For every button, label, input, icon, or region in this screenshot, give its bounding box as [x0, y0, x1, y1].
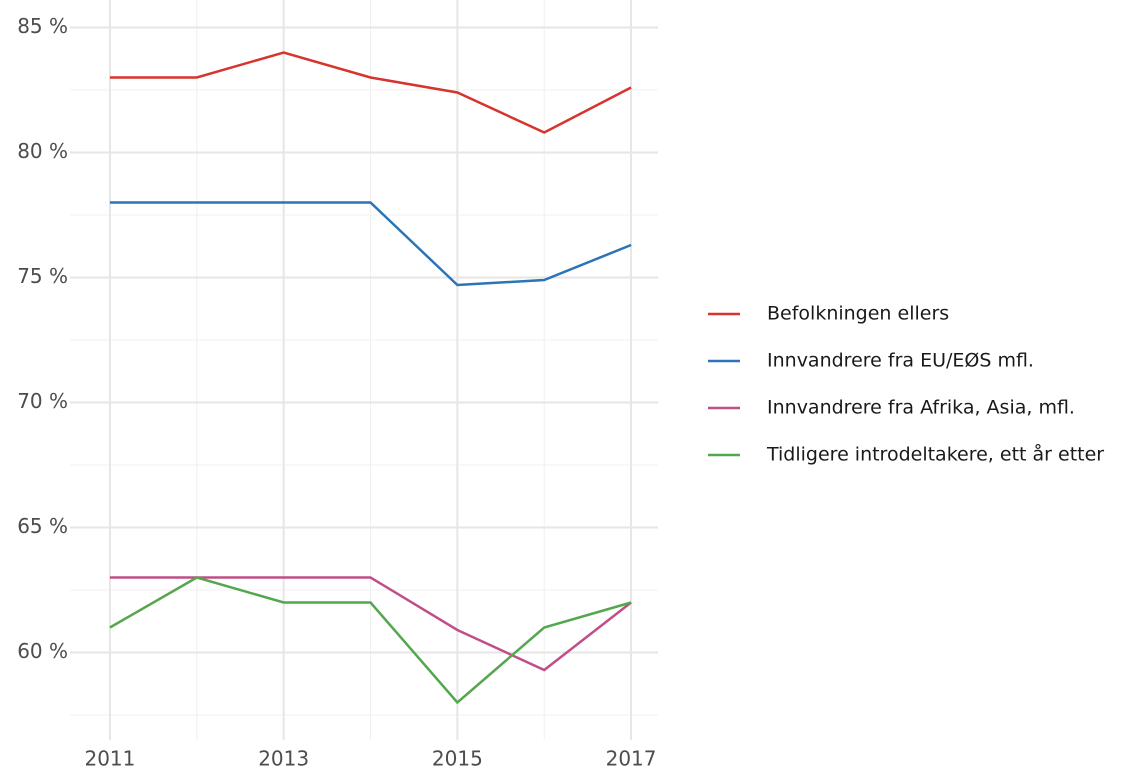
- y-tick-label: 70 %: [17, 389, 68, 413]
- x-tick-label: 2015: [432, 747, 483, 769]
- series-line: [109, 201, 632, 287]
- series-line: [109, 51, 632, 134]
- y-tick-label: 60 %: [17, 639, 68, 663]
- y-tick-label: 65 %: [17, 514, 68, 538]
- x-tick-label: 2013: [258, 747, 309, 769]
- series-line: [109, 576, 632, 705]
- x-tick-label: 2017: [606, 747, 657, 769]
- legend-label: Befolkningen ellers: [767, 303, 949, 325]
- x-tick-label: 2011: [84, 747, 135, 769]
- y-tick-label: 75 %: [17, 264, 68, 288]
- legend-label: Tidligere introdeltakere, ett år etter: [766, 443, 1104, 466]
- legend-label: Innvandrere fra Afrika, Asia, mfl.: [767, 397, 1075, 419]
- y-tick-label: 80 %: [17, 139, 68, 163]
- y-tick-label: 85 %: [17, 14, 68, 38]
- legend-label: Innvandrere fra EU/EØS mfl.: [767, 350, 1034, 372]
